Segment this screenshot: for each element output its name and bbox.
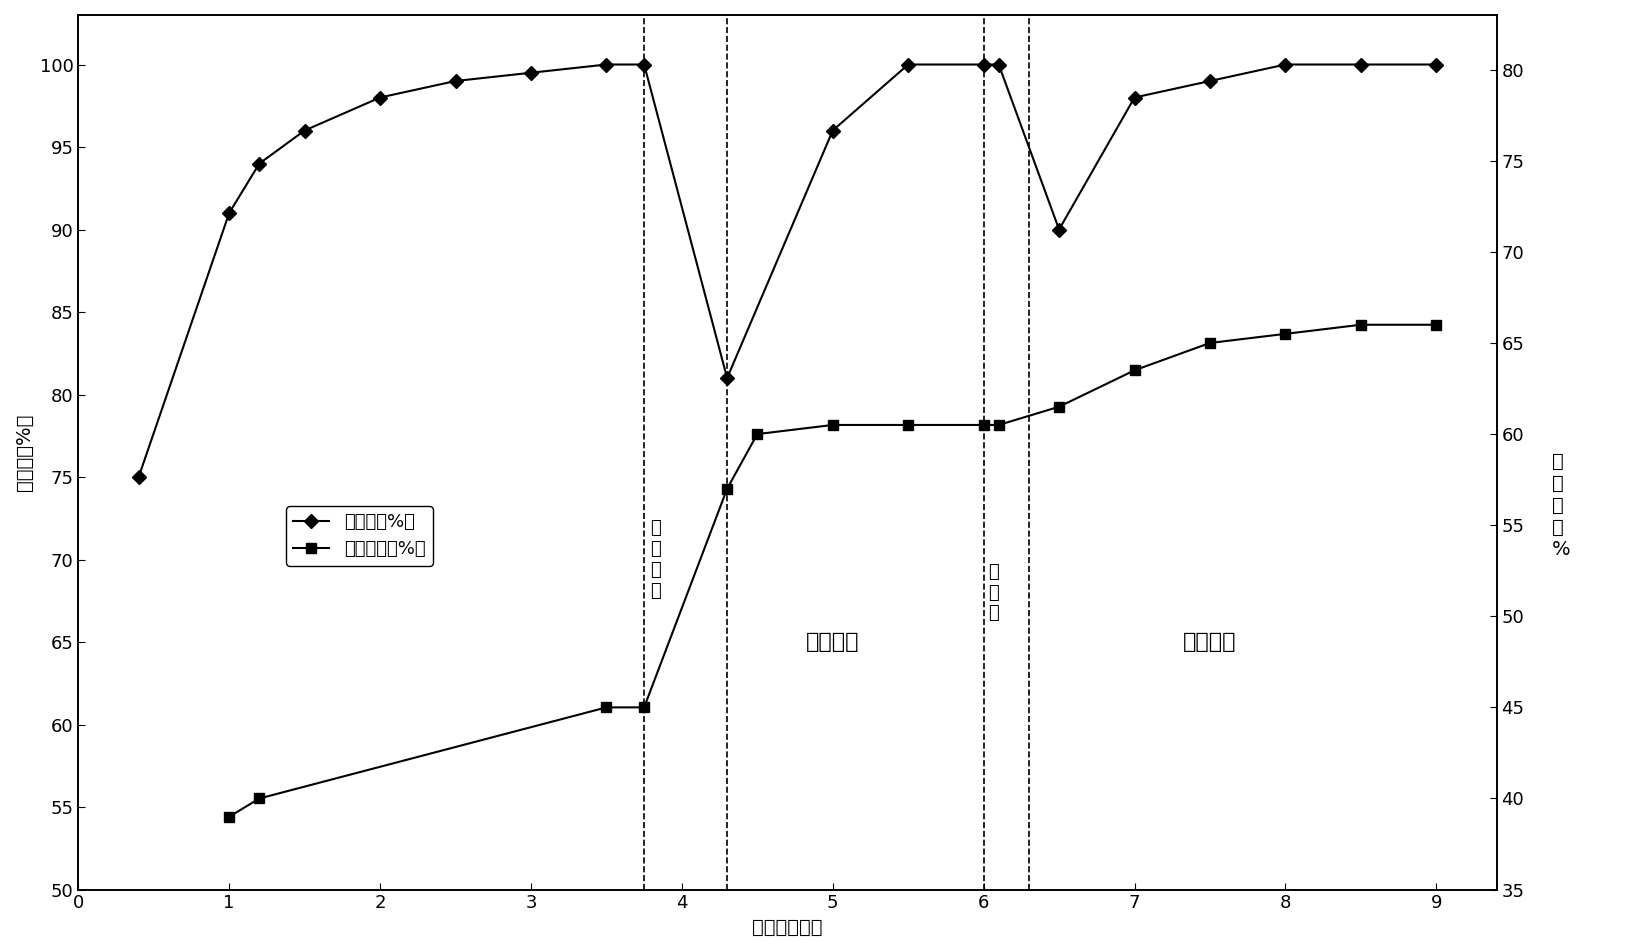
采出程度（%） xyxy=(1426,319,1446,330)
含水率（%） xyxy=(1426,59,1446,70)
采出程度（%） xyxy=(220,811,240,823)
采出程度（%） xyxy=(596,702,616,713)
含水率（%） xyxy=(990,59,1009,70)
采出程度（%） xyxy=(249,793,269,804)
含水率（%） xyxy=(1049,224,1069,235)
含水率（%） xyxy=(249,158,269,169)
采出程度（%） xyxy=(899,419,919,430)
含水率（%） xyxy=(1199,75,1219,87)
采出程度（%） xyxy=(717,483,737,494)
含水率（%） xyxy=(1275,59,1295,70)
X-axis label: 累积注入体积: 累积注入体积 xyxy=(752,918,823,937)
Text: 水驱段塞: 水驱段塞 xyxy=(307,517,362,537)
含水率（%） xyxy=(634,59,654,70)
Legend: 含水率（%）, 采出程度（%）: 含水率（%）, 采出程度（%） xyxy=(286,506,433,565)
采出程度（%） xyxy=(990,419,1009,430)
采出程度（%） xyxy=(747,428,767,440)
采出程度（%） xyxy=(1049,401,1069,412)
Line: 含水率（%）: 含水率（%） xyxy=(134,60,1441,482)
含水率（%） xyxy=(220,208,240,219)
采出程度（%） xyxy=(1351,319,1371,330)
含水率（%） xyxy=(899,59,919,70)
采出程度（%） xyxy=(1125,365,1145,376)
含水率（%） xyxy=(596,59,616,70)
采出程度（%） xyxy=(1275,328,1295,340)
含水率（%） xyxy=(520,67,540,78)
含水率（%） xyxy=(1351,59,1371,70)
Text: 注
菌
液: 注 菌 液 xyxy=(988,563,999,623)
Text: 水驱段塞: 水驱段塞 xyxy=(806,632,859,652)
含水率（%） xyxy=(446,75,466,87)
Y-axis label: 含水率（%）: 含水率（%） xyxy=(15,413,35,491)
含水率（%） xyxy=(1125,91,1145,103)
Y-axis label: 采
出
程
度
%: 采 出 程 度 % xyxy=(1553,452,1571,559)
含水率（%） xyxy=(294,125,314,136)
含水率（%） xyxy=(823,125,843,136)
含水率（%） xyxy=(973,59,993,70)
含水率（%） xyxy=(129,471,149,483)
Text: 注
聚
合
物: 注 聚 合 物 xyxy=(651,520,661,600)
采出程度（%） xyxy=(973,419,993,430)
采出程度（%） xyxy=(634,702,654,713)
采出程度（%） xyxy=(1199,337,1219,348)
Line: 采出程度（%）: 采出程度（%） xyxy=(225,320,1441,822)
含水率（%） xyxy=(717,372,737,384)
Text: 水驱段塞: 水驱段塞 xyxy=(1183,632,1237,652)
含水率（%） xyxy=(370,91,390,103)
采出程度（%） xyxy=(823,419,843,430)
